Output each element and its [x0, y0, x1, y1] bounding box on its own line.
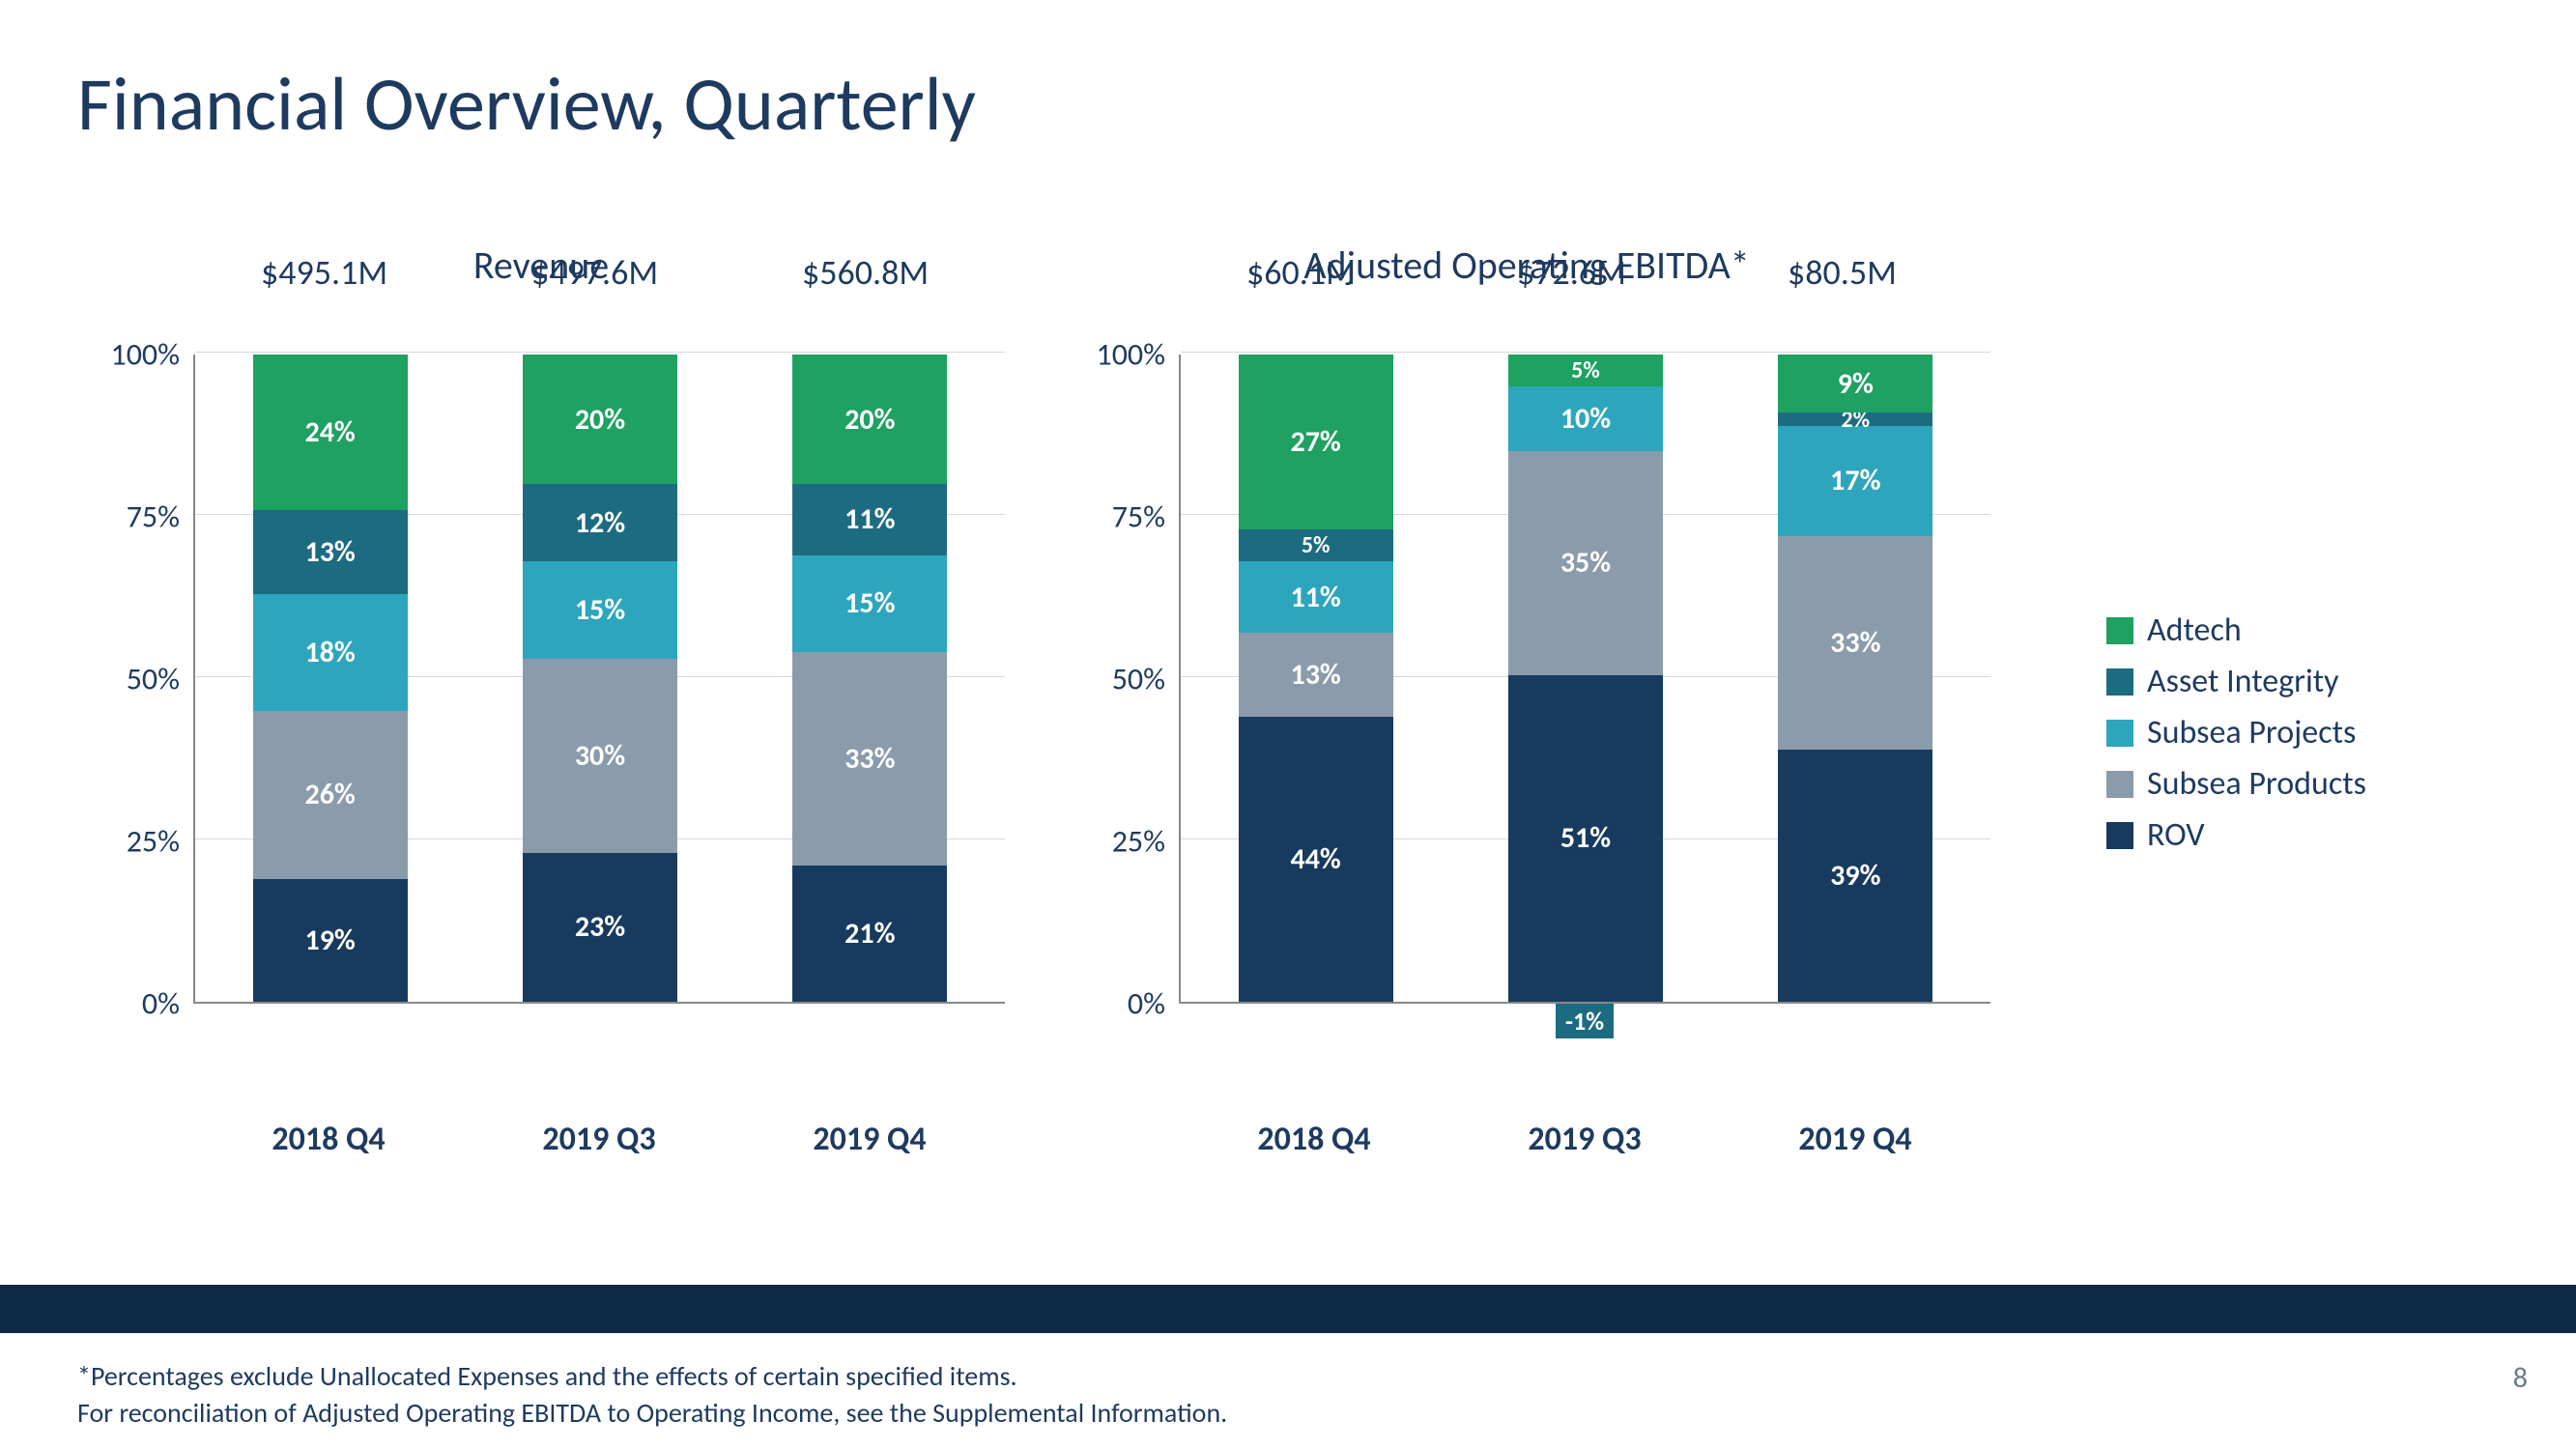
y-tick-label: 0% — [142, 985, 180, 1023]
legend-item: Asset Integrity — [2106, 662, 2366, 701]
brand-logo: OCEANEERING ® — [2194, 1355, 2441, 1410]
plot-area: 44%13%11%5%27%51%35%10%5%39%33%17%2%9% — [1179, 355, 1990, 1004]
bar-segment: 33% — [792, 652, 947, 866]
bar-top-label: $495.1M — [261, 251, 387, 294]
legend-label: ROV — [2147, 815, 2205, 855]
y-tick-label: 50% — [1112, 661, 1165, 698]
legend-item: ROV — [2106, 815, 2366, 855]
page-number: 8 — [2513, 1360, 2528, 1396]
x-axis-label: 2019 Q4 — [792, 1120, 947, 1159]
bar-segment: 10% — [1508, 386, 1663, 450]
bar-segment: 35% — [1508, 451, 1663, 675]
y-tick-label: 25% — [127, 823, 180, 861]
bar-segment: 13% — [1239, 633, 1393, 717]
bar-segment: 5% — [1508, 355, 1663, 386]
chart-plot: 0%25%50%75%100%44%13%11%5%27%51%35%10%5%… — [1179, 298, 1990, 1033]
bar-segment: 11% — [1239, 561, 1393, 633]
legend-label: Subsea Projects — [2147, 713, 2356, 753]
footnote: *Percentages exclude Unallocated Expense… — [77, 1358, 1227, 1432]
legend: Adtech Asset Integrity Subsea Projects Subs… — [2106, 599, 2366, 867]
bar-segment: 20% — [523, 355, 677, 484]
grid-line — [195, 352, 1005, 353]
y-tick-label: 100% — [110, 336, 180, 374]
legend-swatch — [2106, 771, 2133, 798]
bar-top-label: $80.5M — [1788, 251, 1897, 294]
bar-segment: 15% — [523, 561, 677, 659]
x-axis-label: 2018 Q4 — [251, 1120, 406, 1159]
bar-column: 21%33%15%11%20% — [792, 355, 947, 1002]
y-axis: 0% 25% 50% 75% 100% — [77, 298, 193, 1033]
y-tick-label: 100% — [1096, 336, 1165, 374]
grid-line — [1181, 352, 1990, 353]
bar-column: 51%35%10%5% — [1508, 355, 1663, 1002]
bar-top-label: $60.1M — [1246, 251, 1356, 294]
bar-segment: 5% — [1239, 529, 1393, 562]
bar-column: 23%30%15%12%20% — [523, 355, 677, 1002]
legend-label: Adtech — [2147, 611, 2242, 650]
bar-segment: 2% — [1778, 412, 1932, 425]
bar-segment: 44% — [1239, 717, 1393, 1002]
legend-item: Adtech — [2106, 611, 2366, 650]
bar-segment: 20% — [792, 355, 947, 484]
bar-top-label: $497.6M — [531, 251, 658, 294]
bar-segment: 13% — [253, 510, 408, 594]
registered-icon: ® — [2449, 1344, 2460, 1365]
y-axis: 0% 25% 50% 75% 100% — [1063, 298, 1179, 1033]
x-axis-label: 2018 Q4 — [1237, 1120, 1391, 1159]
legend-item: Subsea Products — [2106, 764, 2366, 804]
bar-segment: 23% — [523, 853, 677, 1002]
y-tick-label: 75% — [127, 498, 180, 536]
bar-segment: 9% — [1778, 355, 1932, 412]
bars-wrap: 19%26%18%13%24%23%30%15%12%20%21%33%15%1… — [195, 355, 1005, 1002]
chart-block: Adjusted Operating EBITDA*$60.1M$72.6M$8… — [1063, 242, 1990, 1140]
bar-column: 19%26%18%13%24% — [253, 355, 408, 1002]
brand-logo-text: OCEANEERING — [2194, 1355, 2441, 1410]
bar-segment: 27% — [1239, 355, 1393, 529]
bar-segment: 33% — [1778, 536, 1932, 750]
x-axis-label: 2019 Q3 — [522, 1120, 676, 1159]
bar-segment: 19% — [253, 879, 408, 1002]
bar-segment: 15% — [792, 555, 947, 653]
bar-column: 44%13%11%5%27% — [1239, 355, 1393, 1002]
x-axis-labels: 2018 Q4 2019 Q3 2019 Q4 — [193, 1120, 1005, 1159]
footnote-line-2: For reconciliation of Adjusted Operating… — [77, 1395, 1227, 1432]
legend-swatch — [2106, 720, 2133, 747]
legend-swatch — [2106, 822, 2133, 849]
bar-segment: 12% — [523, 484, 677, 561]
x-axis-labels: 2018 Q4 2019 Q3 2019 Q4 — [1179, 1120, 1990, 1159]
bar-segment: 21% — [792, 866, 947, 1002]
bar-segment: 30% — [523, 659, 677, 853]
bars-wrap: 44%13%11%5%27%51%35%10%5%39%33%17%2%9% — [1181, 355, 1990, 1002]
footer-bar — [0, 1285, 2576, 1333]
footnote-line-1: *Percentages exclude Unallocated Expense… — [77, 1358, 1227, 1395]
bar-segment: 24% — [253, 355, 408, 510]
y-tick-label: 25% — [1112, 823, 1165, 861]
chart-block: Revenue$495.1M$497.6M$560.8M0%25%50%75%1… — [77, 242, 1005, 1140]
negative-callout: -1% — [1556, 1004, 1614, 1038]
legend-swatch — [2106, 668, 2133, 696]
legend-label: Subsea Products — [2147, 764, 2366, 804]
bar-top-label: $72.6M — [1517, 251, 1626, 294]
bar-segment: 17% — [1778, 426, 1932, 536]
bar-top-label: $560.8M — [802, 251, 929, 294]
y-tick-label: 50% — [127, 661, 180, 698]
y-tick-label: 0% — [1128, 985, 1165, 1023]
bar-segment: 26% — [253, 711, 408, 879]
x-axis-label: 2019 Q4 — [1778, 1120, 1932, 1159]
legend-label: Asset Integrity — [2147, 662, 2339, 701]
y-tick-label: 75% — [1112, 498, 1165, 536]
chart-plot: 0%25%50%75%100%19%26%18%13%24%23%30%15%1… — [193, 298, 1005, 1033]
legend-item: Subsea Projects — [2106, 713, 2366, 753]
plot-area: 19%26%18%13%24%23%30%15%12%20%21%33%15%1… — [193, 355, 1005, 1004]
x-axis-label: 2019 Q3 — [1507, 1120, 1662, 1159]
bar-segment: 51% — [1508, 675, 1663, 1002]
bar-segment: 11% — [792, 484, 947, 555]
bar-segment: 39% — [1778, 750, 1932, 1002]
legend-swatch — [2106, 617, 2133, 644]
slide-title: Financial Overview, Quarterly — [77, 58, 976, 150]
bar-column: 39%33%17%2%9% — [1778, 355, 1932, 1002]
bar-segment: 18% — [253, 594, 408, 711]
